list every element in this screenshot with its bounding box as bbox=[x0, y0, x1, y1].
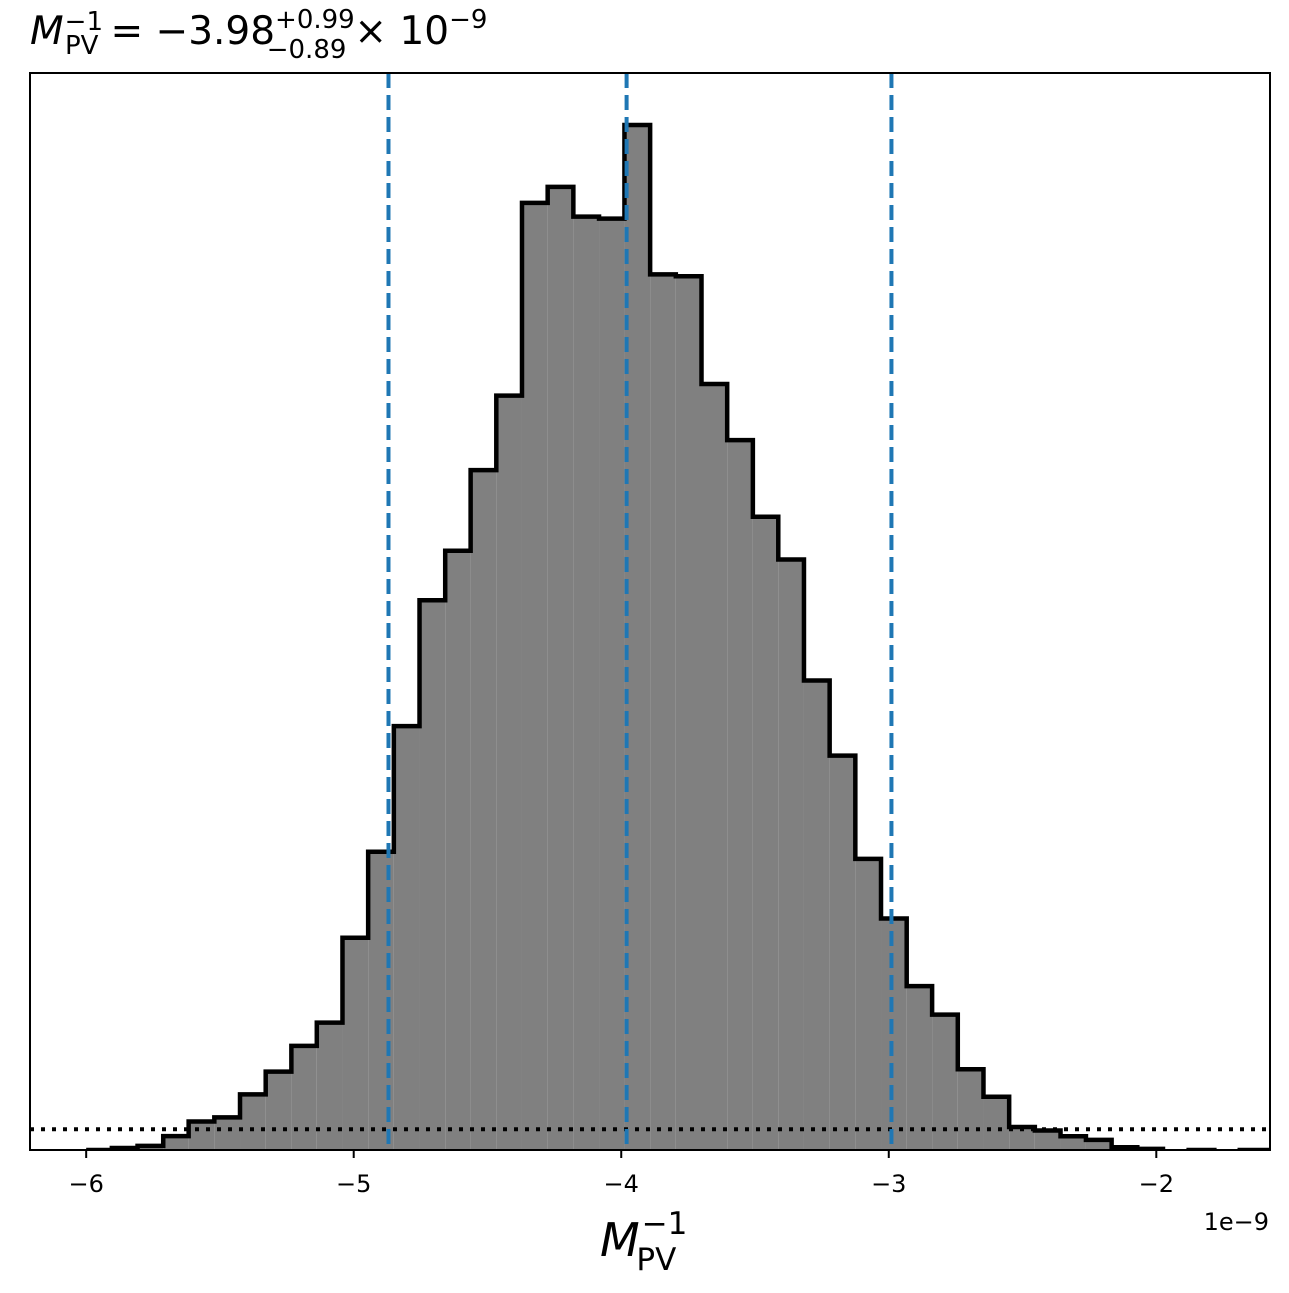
histogram-outline bbox=[86, 122, 1270, 1150]
histogram-bar bbox=[342, 937, 369, 1150]
histogram-bar bbox=[573, 216, 600, 1150]
title-minus-error: −0.89 bbox=[267, 35, 347, 65]
xlabel-sub: PV bbox=[636, 1242, 676, 1278]
histogram-bar bbox=[855, 858, 882, 1150]
xlabel-sup: −1 bbox=[642, 1206, 688, 1242]
x-tick-label: −5 bbox=[336, 1170, 371, 1198]
histogram-bar bbox=[701, 383, 728, 1150]
title-plus-error: +0.99 bbox=[275, 5, 355, 35]
x-tick-label: −4 bbox=[604, 1170, 639, 1198]
title-symbol: M bbox=[30, 9, 64, 54]
histogram-bar bbox=[650, 274, 676, 1150]
histogram-bar bbox=[906, 986, 933, 1150]
histogram-bar bbox=[599, 218, 625, 1150]
x-axis-label: M−1 PV bbox=[600, 1206, 687, 1278]
x-axis-ticks: −6 −5 −4 −3 −2 bbox=[68, 1150, 1174, 1198]
histogram-bar bbox=[752, 516, 779, 1150]
title-times: × 10 bbox=[354, 9, 449, 54]
histogram-bar bbox=[163, 1136, 189, 1150]
title-symbol-sub: PV bbox=[65, 31, 99, 61]
histogram-bar bbox=[1060, 1136, 1086, 1150]
title-exponent: −9 bbox=[449, 5, 487, 35]
histogram-bar bbox=[188, 1121, 215, 1150]
x-tick-label: −3 bbox=[871, 1170, 906, 1198]
histogram-bar bbox=[521, 202, 548, 1150]
histogram-bar bbox=[470, 470, 497, 1150]
histogram-bar bbox=[445, 550, 471, 1150]
histogram-bar bbox=[727, 440, 753, 1150]
x-offset-label: 1e−9 bbox=[1204, 1208, 1269, 1236]
title-equals: = −3.98 bbox=[110, 9, 275, 54]
histogram-bar bbox=[240, 1094, 266, 1150]
chart-title: M−1 PV = −3.98+0.99 −0.89 × 10−9 bbox=[30, 5, 487, 65]
histogram-bar bbox=[778, 559, 804, 1150]
histogram-bar bbox=[957, 1069, 984, 1150]
histogram-bar bbox=[1009, 1126, 1035, 1150]
title-symbol-sup: −1 bbox=[65, 7, 103, 37]
histogram-bar bbox=[675, 276, 702, 1150]
histogram-bar bbox=[1085, 1139, 1112, 1150]
histogram-bar bbox=[393, 726, 420, 1150]
x-tick-label: −6 bbox=[68, 1170, 103, 1198]
histogram-bar bbox=[419, 600, 446, 1150]
xlabel-symbol: M bbox=[600, 1213, 640, 1267]
histogram-bar bbox=[803, 680, 830, 1150]
plot-area bbox=[30, 73, 1270, 1150]
histogram-bar bbox=[496, 395, 522, 1150]
histogram-bar bbox=[214, 1117, 241, 1150]
histogram-bar bbox=[547, 186, 574, 1150]
histogram-bar bbox=[1034, 1130, 1061, 1150]
histogram-bar bbox=[624, 125, 651, 1150]
x-tick-label: −2 bbox=[1139, 1170, 1174, 1198]
histogram-bar bbox=[881, 918, 907, 1150]
axes-frame bbox=[29, 72, 1271, 1151]
histogram-bar bbox=[265, 1071, 292, 1150]
histogram-bar bbox=[983, 1096, 1010, 1150]
histogram-bar bbox=[829, 755, 856, 1150]
histogram-bar bbox=[291, 1045, 317, 1150]
